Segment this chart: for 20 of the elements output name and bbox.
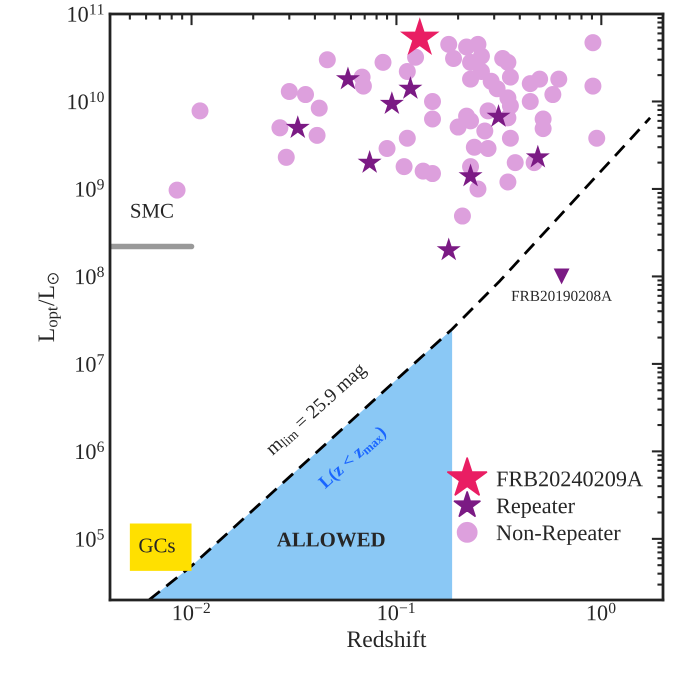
annotation: SMC bbox=[131, 204, 173, 218]
x-tick-label: 10$^{−2}$ bbox=[174, 602, 210, 620]
y-tick-label: 10$^{8}$ bbox=[76, 266, 104, 284]
x-tick-label: 10$^{0}$ bbox=[588, 602, 616, 620]
annotation: L(z < z$_{max}$) bbox=[317, 424, 389, 492]
annotation: ALLOWED bbox=[276, 532, 385, 547]
y-tick-label: 10$^{10}$ bbox=[68, 92, 104, 110]
y-tick-label: 10$^{7}$ bbox=[76, 354, 104, 372]
y-tick-label: 10$^{6}$ bbox=[76, 442, 104, 460]
annotation: FRB20190208A bbox=[512, 290, 612, 302]
y-tick-label: 10$^{5}$ bbox=[76, 529, 104, 547]
x-tick-label: 10$^{−1}$ bbox=[378, 602, 415, 620]
x-axis-title: Redshift bbox=[347, 630, 426, 648]
y-tick-label: 10$^{11}$ bbox=[68, 4, 104, 22]
legend-label: Non-Repeater bbox=[496, 526, 620, 545]
annotation: GCs bbox=[139, 538, 175, 552]
legend-label: FRB20240209A bbox=[496, 471, 643, 486]
legend-label: Repeater bbox=[496, 498, 575, 518]
y-axis-title: L$_{opt}$/L$_{⊙}$ bbox=[38, 273, 61, 342]
y-tick-label: 10$^{9}$ bbox=[76, 179, 104, 197]
